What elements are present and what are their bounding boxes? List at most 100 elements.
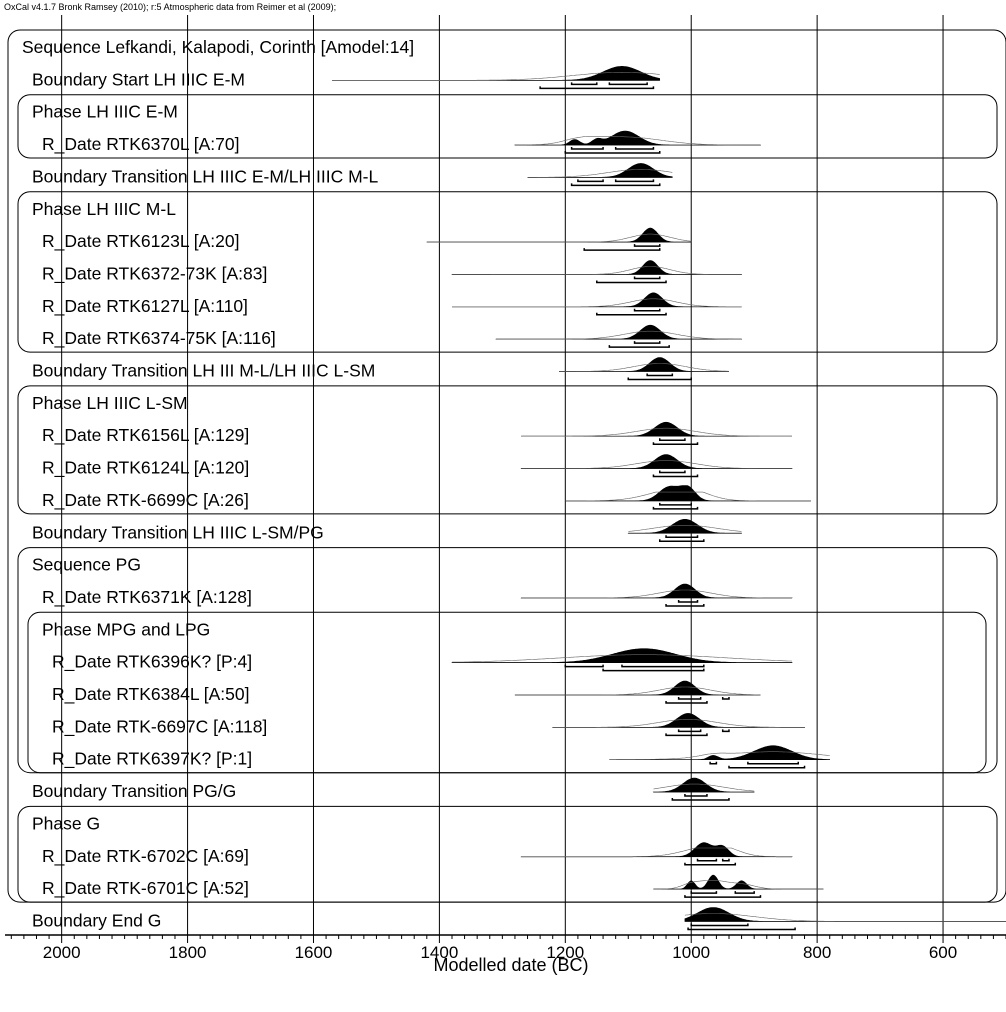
range68-23-0 [684,794,708,797]
x-tick-label-800: 800 [803,943,831,962]
likelihood-dist-4 [527,169,673,178]
range68-9-0 [633,341,661,344]
posterior-dist-19 [451,648,793,663]
likelihood-dist-19 [452,654,792,663]
row-13: R_Date RTK6124L [A:120] [42,454,793,479]
row-24: Phase G [32,813,100,833]
group-boxes [7,29,1006,903]
range95-10-0 [627,377,692,381]
group-box-5 [27,611,987,774]
range95-9-0 [608,345,670,348]
row-label-16: Sequence PG [32,555,141,575]
row-25: R_Date RTK-6702C [A:69] [42,842,793,867]
likelihood-dist-14 [565,491,811,502]
posterior-dist-4 [527,163,673,178]
row-label-20: R_Date RTK6384L [A:50] [52,684,249,705]
range95-21-0 [665,733,708,737]
posterior-dist-21 [552,713,806,728]
range68-20-1 [721,697,730,700]
range68-3-0 [570,147,604,150]
range95-6-0 [583,248,661,251]
row-label-15: Boundary Transition LH IIIC L-SM/PG [32,522,324,542]
row-label-12: R_Date RTK6156L [A:129] [42,425,249,446]
range95-12-0 [652,442,699,445]
x-tick-label-2000: 2000 [43,943,81,962]
range95-20-0 [665,701,708,704]
range68-22-0 [709,761,718,765]
range68-8-0 [633,308,661,312]
range68-1-1 [608,82,648,86]
likelihood-dist-10 [559,363,730,372]
row-label-11: Phase LH IIIC L-SM [32,393,188,413]
range95-1-0 [539,86,655,90]
likelihood-dist-20 [514,686,761,696]
range68-4-1 [614,179,655,183]
range68-25-1 [721,858,730,862]
row-21: R_Date RTK-6697C [A:118] [52,713,806,737]
row-label-19: R_Date RTK6396K? [P:4] [52,652,252,673]
likelihood-dist-6 [426,233,692,243]
row-27: Boundary End G [32,907,1006,931]
range68-14-0 [658,502,692,506]
grid-lines [61,15,944,935]
likelihood-dist-22 [609,751,830,761]
range68-1-0 [570,82,598,86]
row-1: Boundary Start LH IIIC E-M [32,65,661,90]
row-4: Boundary Transition LH IIIC E-M/LH IIIC … [32,163,673,186]
posterior-dist-14 [565,485,811,502]
x-tick-label-1800: 1800 [169,943,207,962]
posterior-dist-7 [451,260,743,275]
range95-27-0 [687,927,796,931]
row-label-4: Boundary Transition LH IIIC E-M/LH IIIC … [32,166,378,186]
row-label-25: R_Date RTK-6702C [A:69] [42,846,249,867]
range95-15-0 [658,539,705,542]
row-label-24: Phase G [32,813,100,833]
range95-7-0 [596,280,667,284]
range68-21-0 [677,729,702,733]
likelihood-dist-9 [496,330,742,340]
likelihood-dist-13 [521,460,792,469]
range68-25-0 [696,858,718,862]
range68-20-0 [677,697,702,700]
row-label-10: Boundary Transition LH III M-L/LH IIIC L… [32,361,375,381]
rows: Sequence Lefkandi, Kalapodi, Corinth [Am… [22,37,1006,930]
row-label-5: Phase LH IIIC M-L [32,199,176,219]
range68-22-1 [747,761,799,765]
likelihood-dist-27 [684,913,1006,922]
group-box-3 [17,385,998,515]
row-2: Phase LH IIIC E-M [32,102,178,122]
range68-17-0 [677,599,699,603]
row-10: Boundary Transition LH III M-L/LH IIIC L… [32,357,730,381]
range68-6-0 [633,244,661,247]
x-axis: 2000 1800 1600 1400 1200 1000 800 600 [5,934,1006,962]
row-label-26: R_Date RTK-6701C [A:52] [42,878,249,899]
range95-8-0 [596,312,667,316]
row-label-8: R_Date RTK6127L [A:110] [42,296,248,317]
posterior-dist-6 [426,227,692,243]
posterior-dist-26 [653,874,824,890]
row-label-9: R_Date RTK6374-75K [A:116] [42,328,276,349]
row-label-1: Boundary Start LH IIIC E-M [32,69,245,89]
row-20: R_Date RTK6384L [A:50] [52,680,761,705]
row-9: R_Date RTK6374-75K [A:116] [42,324,743,349]
group-box-1 [17,94,998,159]
range95-17-0 [665,603,705,607]
row-8: R_Date RTK6127L [A:110] [42,292,742,317]
likelihood-dist-7 [452,266,742,275]
row-label-7: R_Date RTK6372-73K [A:83] [42,263,267,284]
x-tick-label-1000: 1000 [672,943,710,962]
posterior-dist-1 [331,65,661,81]
row-label-0: Sequence Lefkandi, Kalapodi, Corinth [Am… [22,37,414,57]
likelihood-dist-1 [332,71,660,81]
range95-13-0 [652,474,699,478]
range68-26-0 [690,891,718,894]
posterior-dist-23 [652,777,755,793]
likelihood-dist-12 [521,427,792,437]
posterior-dist-20 [514,680,761,696]
header-text: OxCal v4.1.7 Bronk Ramsey (2010); r:5 At… [4,2,336,12]
likelihood-dist-21 [552,719,805,728]
posterior-dist-9 [495,324,743,340]
row-6: R_Date RTK6123L [A:20] [42,227,692,252]
row-16: Sequence PG [32,555,141,575]
